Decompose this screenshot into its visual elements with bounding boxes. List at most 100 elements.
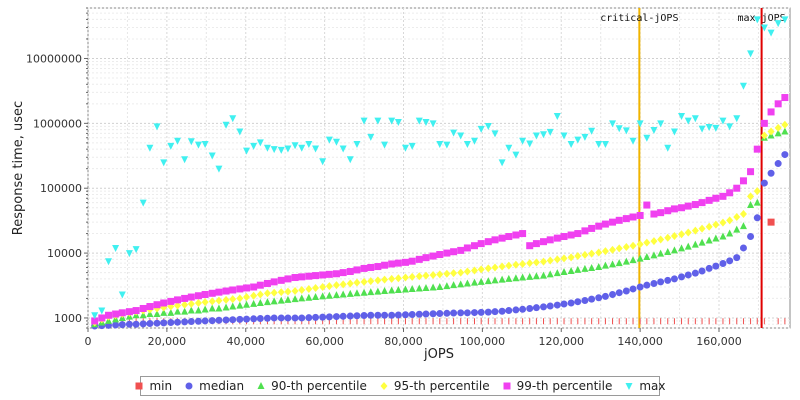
point-99-th-percentile (678, 204, 686, 212)
point-max (401, 144, 409, 152)
point-99-th-percentile (540, 238, 548, 246)
point-95-th-percentile (491, 263, 499, 272)
x-tick-label: 160,000 (696, 335, 742, 348)
point-95-th-percentile (215, 296, 223, 305)
point-max (519, 137, 527, 145)
point-max (546, 128, 554, 136)
legend-label: median (199, 379, 245, 393)
point-99-th-percentile (650, 210, 658, 218)
point-max (319, 158, 327, 166)
point-max (360, 117, 368, 125)
point-max (719, 117, 727, 125)
point-median (236, 315, 244, 323)
point-median (332, 313, 340, 321)
point-median (339, 312, 347, 320)
point-90-th-percentile (733, 225, 741, 233)
point-max (491, 130, 499, 138)
point-99-th-percentile (443, 249, 451, 257)
legend-label: min (149, 379, 173, 393)
point-90-th-percentile (498, 275, 506, 283)
point-95-th-percentile (408, 272, 416, 281)
point-99-th-percentile (284, 275, 292, 283)
plot-background (87, 7, 791, 329)
point-95-th-percentile (650, 237, 658, 246)
point-95-th-percentile (519, 259, 527, 268)
point-95-th-percentile (298, 285, 306, 294)
point-95-th-percentile (774, 123, 782, 132)
legend-item: 99-th percentile (502, 379, 612, 393)
point-99-th-percentile (291, 274, 299, 282)
point-95-th-percentile (201, 298, 209, 307)
point-99-th-percentile (684, 202, 692, 210)
point-max (698, 125, 706, 133)
point-99-th-percentile (664, 207, 672, 215)
point-median (457, 309, 465, 317)
point-90-th-percentile (588, 263, 596, 271)
point-99-th-percentile (346, 268, 354, 276)
point-max (560, 132, 568, 140)
point-median (512, 306, 520, 314)
point-90-th-percentile (567, 266, 575, 274)
point-99-th-percentile (325, 270, 333, 278)
point-median (781, 151, 789, 159)
point-median (436, 310, 444, 318)
point-99-th-percentile (526, 242, 534, 250)
point-99-th-percentile (243, 284, 251, 292)
point-99-th-percentile (519, 230, 527, 238)
point-95-th-percentile (739, 210, 747, 219)
point-max (691, 115, 699, 123)
point-max (636, 120, 644, 128)
point-95-th-percentile (291, 287, 299, 296)
point-95-th-percentile (719, 218, 727, 227)
point-95-th-percentile (498, 262, 506, 271)
point-median (615, 289, 623, 297)
point-95-th-percentile (270, 288, 278, 297)
point-90-th-percentile (305, 293, 313, 301)
point-median (678, 273, 686, 281)
point-max (160, 159, 168, 167)
point-90-th-percentile (208, 304, 216, 312)
point-max (553, 112, 561, 120)
point-95-th-percentile (256, 290, 264, 299)
point-median (670, 275, 678, 283)
point-95-th-percentile (691, 226, 699, 235)
point-median (477, 308, 485, 316)
point-95-th-percentile (553, 255, 561, 264)
point-95-th-percentile (670, 232, 678, 241)
point-99-th-percentile (422, 254, 430, 262)
point-95-th-percentile (229, 295, 237, 304)
point-99-th-percentile (174, 296, 182, 304)
point-90-th-percentile (477, 277, 485, 285)
point-90-th-percentile (705, 236, 713, 244)
point-max (477, 125, 485, 133)
point-99-th-percentile (747, 168, 755, 176)
point-median (733, 254, 741, 262)
point-median (367, 311, 375, 319)
point-median (374, 311, 382, 319)
point-median (146, 320, 154, 328)
point-median (346, 312, 354, 320)
point-median (450, 309, 458, 317)
point-median (705, 264, 713, 272)
point-99-th-percentile (181, 294, 189, 302)
point-90-th-percentile (146, 310, 154, 318)
legend-item: max (624, 379, 666, 393)
legend-swatch (135, 382, 143, 390)
point-median (305, 314, 313, 322)
point-max (615, 125, 623, 133)
point-99-th-percentile (256, 281, 264, 289)
point-99-th-percentile (712, 194, 720, 202)
point-90-th-percentile (581, 264, 589, 272)
point-max (270, 146, 278, 154)
point-max (194, 141, 202, 149)
point-95-th-percentile (622, 243, 630, 252)
point-99-th-percentile (118, 309, 126, 317)
point-95-th-percentile (394, 274, 402, 283)
point-median (422, 310, 430, 318)
point-median (415, 310, 423, 318)
point-max (408, 142, 416, 150)
point-90-th-percentile (753, 198, 761, 206)
point-95-th-percentile (595, 248, 603, 257)
point-90-th-percentile (781, 127, 789, 135)
point-median (229, 316, 237, 324)
